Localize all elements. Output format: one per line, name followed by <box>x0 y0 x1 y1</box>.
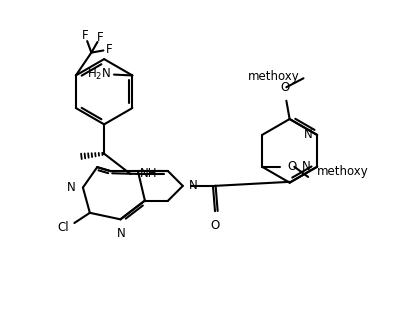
Text: O: O <box>211 219 220 232</box>
Text: Cl: Cl <box>58 221 69 234</box>
Text: F: F <box>106 43 112 56</box>
Text: N: N <box>302 160 310 173</box>
Text: F: F <box>97 31 104 44</box>
Text: N: N <box>304 128 312 141</box>
Text: O: O <box>280 81 289 94</box>
Text: N: N <box>117 227 126 240</box>
Text: NH: NH <box>140 167 157 180</box>
Text: methoxy: methoxy <box>248 70 300 83</box>
Text: F: F <box>82 29 89 42</box>
Text: N: N <box>67 181 75 194</box>
Text: O: O <box>287 160 297 173</box>
Text: methoxy: methoxy <box>317 165 369 178</box>
Text: H$_2$N: H$_2$N <box>86 67 111 82</box>
Text: N: N <box>189 179 198 192</box>
